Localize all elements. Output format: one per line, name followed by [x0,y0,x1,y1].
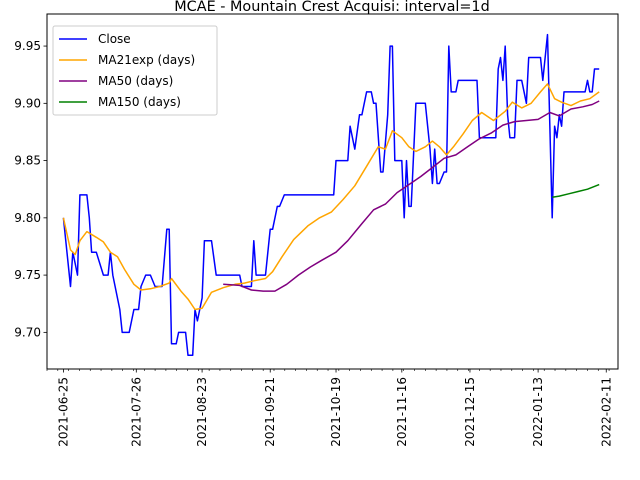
series-line-1 [62,83,600,311]
legend: Close MA21exp (days) MA50 (days) MA150 (day… [52,25,218,116]
y-tick-label: 9.80 [14,211,41,225]
series-line-2 [223,100,600,292]
legend-label-2: MA50 (days) [98,74,173,88]
series-line-3 [552,183,600,198]
series-layer [62,33,600,357]
chart-title: MCAE - Mountain Crest Acquisi: interval=… [174,0,489,15]
x-tick-label: 2021-09-21 [263,377,277,447]
x-tick-label: 2021-11-16 [395,377,409,447]
x-tick-label: 2021-08-23 [195,377,209,447]
y-tick-label: 9.95 [14,39,41,53]
legend-box [52,25,218,116]
plot-frame [46,13,619,370]
legend-label-0: Close [98,32,131,46]
y-tick-label: 9.90 [14,96,41,110]
legend-label-1: MA21exp (days) [98,53,195,67]
x-axis: 2021-06-25 2021-07-26 2021-08-23 2021-09-21… [46,369,613,447]
y-axis: 9.70 9.75 9.80 9.85 9.90 9.95 [14,39,47,339]
y-tick-label: 9.75 [14,268,41,282]
x-tick-label: 2022-02-11 [599,377,613,447]
legend-label-3: MA150 (days) [98,95,181,109]
x-tick-label: 2021-06-25 [56,377,70,447]
x-tick-label: 2021-07-26 [129,377,143,447]
x-tick-label: 2021-10-19 [329,377,343,447]
y-tick-label: 9.70 [14,325,41,339]
x-tick-label: 2021-12-15 [463,377,477,447]
series-line-0 [62,33,600,357]
x-tick-label: 2022-01-13 [531,377,545,447]
y-tick-label: 9.85 [14,154,41,168]
